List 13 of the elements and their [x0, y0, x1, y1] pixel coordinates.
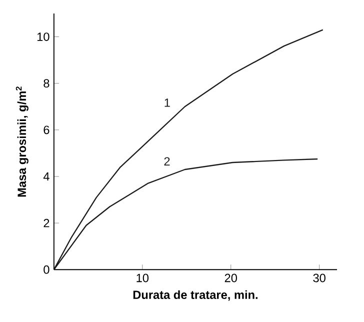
- y-axis-title: Masa grosimii, g/m$^{2}$: [16, 86, 28, 197]
- x-tick-label: 10: [136, 274, 149, 282]
- y-tick-label: 10: [37, 32, 50, 42]
- x-axis-title: Durata de tratare, min.: [133, 290, 258, 301]
- series-label: 1: [164, 98, 170, 107]
- y-tick-label: 8: [44, 79, 50, 88]
- y-tick-label: 6: [44, 126, 50, 134]
- series-label: 2: [164, 157, 170, 166]
- x-tick-label: 20: [224, 274, 237, 282]
- y-tick-label: 2: [44, 218, 50, 228]
- y-tick-label: 4: [43, 172, 50, 181]
- y-tick-label: 0: [44, 265, 50, 274]
- x-tick-label: 30: [313, 274, 326, 282]
